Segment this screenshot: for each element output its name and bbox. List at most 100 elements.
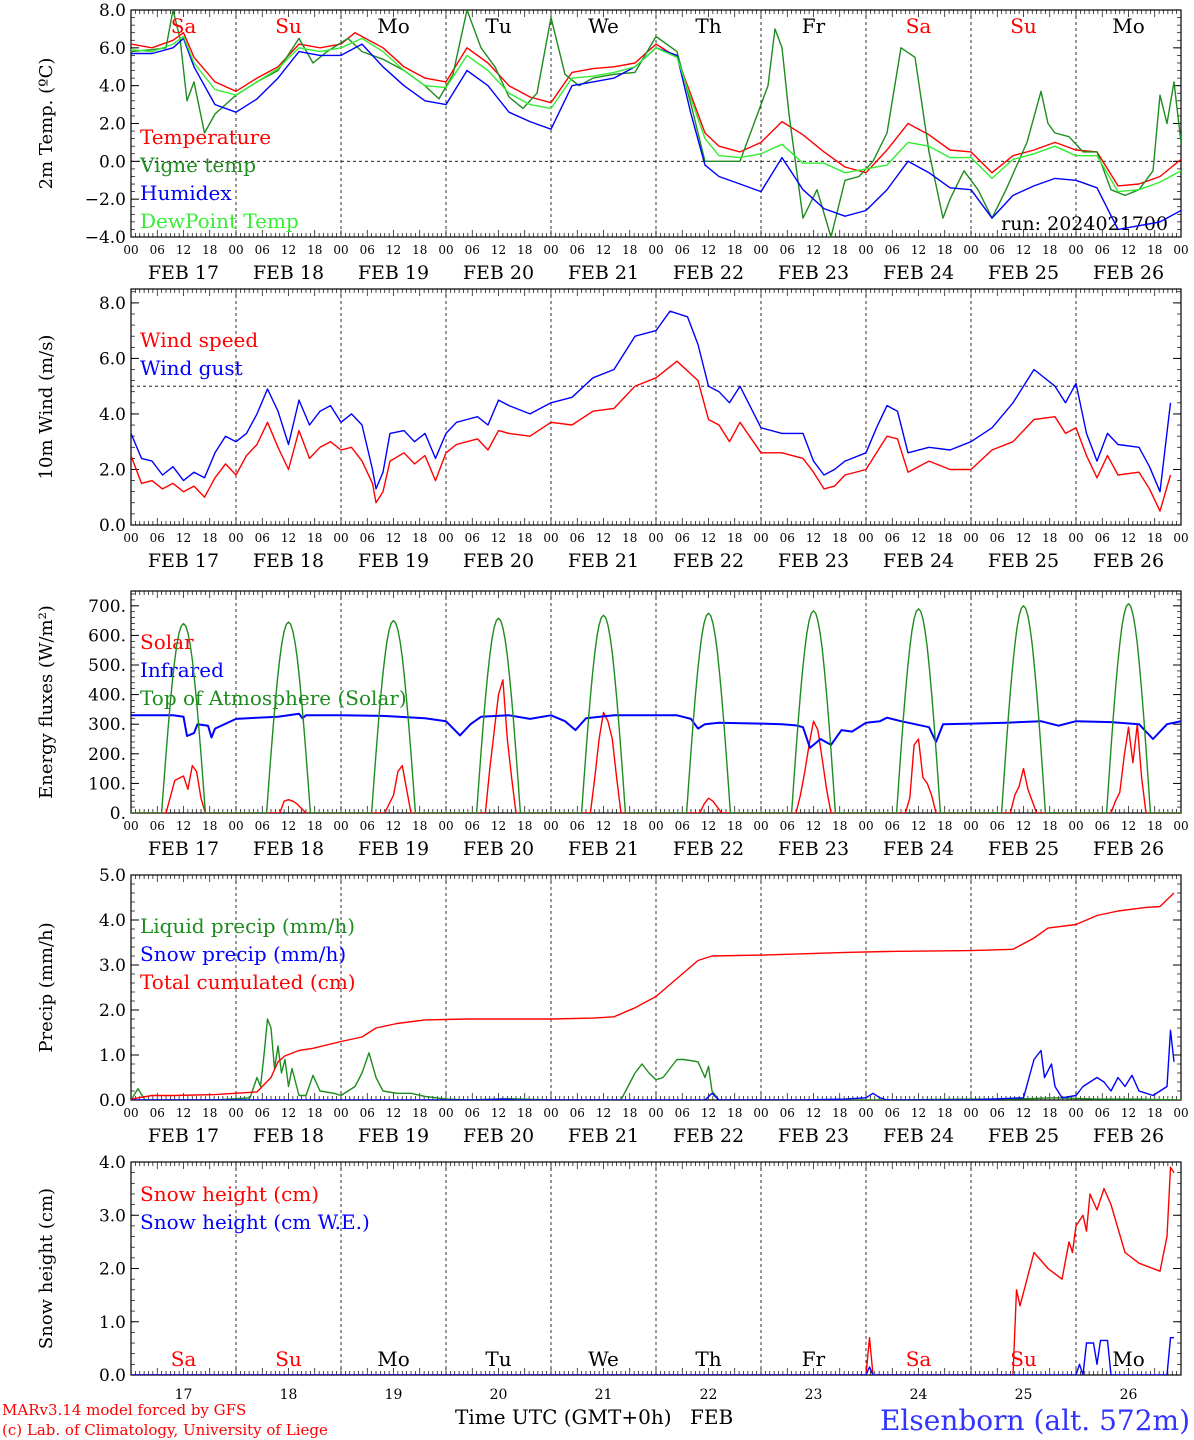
hour-tick-label: 12 [1016, 1106, 1031, 1120]
hour-tick-label: 12 [701, 1106, 716, 1120]
hour-tick-label: 00 [123, 531, 138, 545]
hour-tick-label: 06 [1095, 531, 1110, 545]
series-line-top-of-atmosphere-solar- [341, 619, 446, 813]
day-number: 20 [490, 1387, 508, 1403]
series-line-dewpoint-temp [131, 35, 1181, 193]
hour-tick-label: 00 [228, 1106, 243, 1120]
series-line-total-cumulated-cm- [131, 892, 1175, 1100]
hour-tick-label: 06 [780, 1106, 795, 1120]
date-label: FEB 24 [883, 838, 954, 860]
weekday-label: We [588, 14, 619, 38]
legend-entry: DewPoint Temp [140, 209, 299, 233]
y-tick-label: 300. [88, 715, 126, 735]
series-line-wind-speed [131, 360, 1172, 512]
series-line-snow-precip-mm-h- [131, 1029, 1175, 1100]
date-label: FEB 21 [568, 262, 639, 284]
date-label: FEB 24 [883, 1125, 954, 1147]
hour-tick-label: 00 [123, 243, 138, 257]
hour-tick-label: 06 [465, 243, 480, 257]
date-label: FEB 17 [148, 838, 219, 860]
weekday-label: Mo [1112, 14, 1145, 38]
hour-tick-label: 06 [780, 243, 795, 257]
series-line-solar [341, 764, 446, 813]
hour-tick-label: 12 [1016, 819, 1031, 833]
hour-tick-label: 18 [202, 1106, 217, 1120]
date-label: FEB 20 [463, 1125, 534, 1147]
hour-tick-label: 18 [727, 243, 742, 257]
hour-tick-label: 18 [1042, 243, 1057, 257]
series-line-liquid-precip-mm-h- [131, 1018, 1181, 1100]
panel-2: 8.0 6.0 4.0 2.0 0.0 10m Wind (m/s) 00 06 12 18 FEB… [36, 288, 1189, 572]
weekday-label: Th [695, 1347, 721, 1371]
legend-entry: Snow height (cm W.E.) [140, 1210, 370, 1234]
station-label: Elsenborn (alt. 572m) [880, 1404, 1190, 1437]
hour-tick-label: 18 [1042, 1106, 1057, 1120]
hour-tick-label: 12 [596, 1106, 611, 1120]
date-label: FEB 24 [883, 262, 954, 284]
y-tick-label: 5.0 [99, 866, 126, 886]
hour-tick-label: 06 [570, 1106, 585, 1120]
hour-tick-label: 06 [570, 243, 585, 257]
hour-tick-label: 18 [517, 819, 532, 833]
series-line-top-of-atmosphere-solar- [551, 614, 656, 813]
hour-tick-label: 12 [491, 243, 506, 257]
hour-tick-label: 00 [963, 1106, 978, 1120]
hour-tick-label: 18 [727, 531, 742, 545]
date-label: FEB 18 [253, 550, 324, 572]
y-tick-label: 500. [88, 656, 126, 676]
hour-tick-label: 12 [1121, 531, 1136, 545]
hour-tick-label: 12 [596, 819, 611, 833]
hour-tick-label: 00 [753, 243, 768, 257]
hour-tick-label: 06 [1095, 243, 1110, 257]
date-label: FEB 22 [673, 1125, 744, 1147]
date-label: FEB 23 [778, 550, 849, 572]
hour-tick-label: 00 [228, 243, 243, 257]
hour-tick-label: 18 [832, 819, 847, 833]
hour-tick-label: 18 [1147, 819, 1162, 833]
hour-tick-label: 00 [123, 1106, 138, 1120]
weekday-label: Su [1010, 1347, 1037, 1371]
hour-tick-label: 12 [701, 531, 716, 545]
date-label: FEB 21 [568, 838, 639, 860]
hour-tick-label: 06 [1095, 1106, 1110, 1120]
series-line-infrared [131, 712, 1181, 749]
hour-tick-label: 00 [1173, 243, 1188, 257]
hour-tick-label: 00 [333, 531, 348, 545]
date-label: FEB 19 [358, 262, 429, 284]
hour-tick-label: 00 [1068, 531, 1083, 545]
date-label: FEB 19 [358, 1125, 429, 1147]
hour-tick-label: 06 [360, 819, 375, 833]
hour-tick-label: 00 [858, 243, 873, 257]
hour-tick-label: 06 [570, 531, 585, 545]
hour-tick-label: 18 [517, 243, 532, 257]
hour-tick-label: 18 [832, 243, 847, 257]
hour-tick-label: 18 [202, 819, 217, 833]
hour-tick-label: 12 [1121, 1106, 1136, 1120]
hour-tick-label: 00 [333, 819, 348, 833]
y-tick-label: 2.0 [99, 1260, 126, 1280]
hour-tick-label: 00 [333, 1106, 348, 1120]
hour-tick-label: 06 [780, 819, 795, 833]
y-tick-label: 2.0 [99, 115, 126, 135]
date-label: FEB 20 [463, 262, 534, 284]
weekday-label: Sa [171, 14, 197, 38]
hour-tick-label: 06 [255, 531, 270, 545]
panel-5: 4.0 3.0 2.0 1.0 0.0 Snow height (cm) Snow heig… [36, 1153, 1182, 1386]
legend-entry: Temperature [140, 125, 271, 149]
hour-tick-label: 12 [386, 243, 401, 257]
hour-tick-label: 12 [1121, 243, 1136, 257]
hour-tick-label: 06 [885, 819, 900, 833]
hour-tick-label: 18 [1042, 819, 1057, 833]
hour-tick-label: 18 [412, 1106, 427, 1120]
legend-entry: Wind gust [140, 356, 243, 380]
month-label: FEB [690, 1405, 733, 1429]
date-label: FEB 19 [358, 838, 429, 860]
hour-tick-label: 12 [176, 243, 191, 257]
hour-tick-label: 18 [727, 819, 742, 833]
hour-tick-label: 18 [517, 1106, 532, 1120]
series-line-solar [446, 679, 551, 813]
weekday-label: Tu [485, 1347, 511, 1371]
hour-tick-label: 18 [937, 819, 952, 833]
hour-tick-label: 12 [701, 243, 716, 257]
hour-tick-label: 00 [438, 531, 453, 545]
